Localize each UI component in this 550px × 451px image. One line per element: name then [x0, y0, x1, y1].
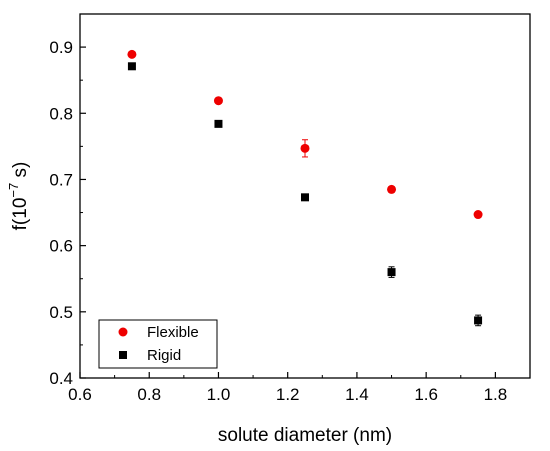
legend-label-flexible: Flexible	[147, 324, 199, 341]
legend-marker-rigid	[119, 351, 127, 359]
data-point-flexible	[300, 143, 310, 153]
y-axis: 0.4 0.5 0.6 0.7 0.8 0.9	[49, 38, 86, 388]
x-tick-label: 0.8	[137, 385, 161, 404]
data-series	[127, 49, 483, 327]
data-point-flexible	[473, 210, 483, 220]
x-axis-title: solute diameter (nm)	[218, 425, 392, 446]
data-point-flexible	[127, 49, 137, 59]
y-tick-label: 0.7	[49, 170, 73, 189]
y-axis-title: f(10−7 s)	[6, 162, 31, 231]
y-tick-label: 0.4	[49, 369, 73, 388]
data-point-rigid	[214, 119, 223, 128]
data-point-rigid	[127, 62, 136, 71]
plot-area: 0.6 0.8 1.0 1.2 1.4 1.6 1.8 0.4 0.5 0.6 0.7 0.8 0.9	[49, 13, 531, 404]
x-tick-label: 1.2	[276, 385, 300, 404]
data-point-rigid	[474, 316, 483, 325]
x-tick-label: 1.8	[484, 385, 508, 404]
legend-box	[98, 319, 218, 369]
legend-marker-flexible	[118, 327, 128, 337]
series-rigid	[127, 62, 483, 327]
y-tick-label: 0.5	[49, 303, 73, 322]
data-point-flexible	[213, 96, 223, 106]
legend-label-rigid: Rigid	[147, 347, 181, 364]
series-flexible	[127, 49, 483, 220]
x-tick-label: 1.4	[345, 385, 369, 404]
plot-frame	[79, 13, 531, 379]
data-point-rigid	[301, 193, 309, 202]
x-axis: 0.6 0.8 1.0 1.2 1.4 1.6 1.8	[68, 372, 507, 404]
y-tick-label: 0.8	[49, 104, 73, 123]
data-point-rigid	[387, 268, 396, 277]
data-point-flexible	[387, 184, 397, 194]
y-axis-title-base: f(10	[10, 198, 31, 231]
x-tick-label: 0.6	[68, 385, 92, 404]
y-tick-label: 0.9	[49, 38, 73, 57]
x-tick-label: 1.6	[414, 385, 438, 404]
y-axis-title-exponent: −7	[6, 183, 21, 198]
y-axis-title-unit: s)	[10, 162, 31, 183]
y-tick-label: 0.6	[49, 237, 73, 256]
x-tick-label: 1.0	[207, 385, 231, 404]
legend: Flexible Rigid	[98, 319, 218, 369]
